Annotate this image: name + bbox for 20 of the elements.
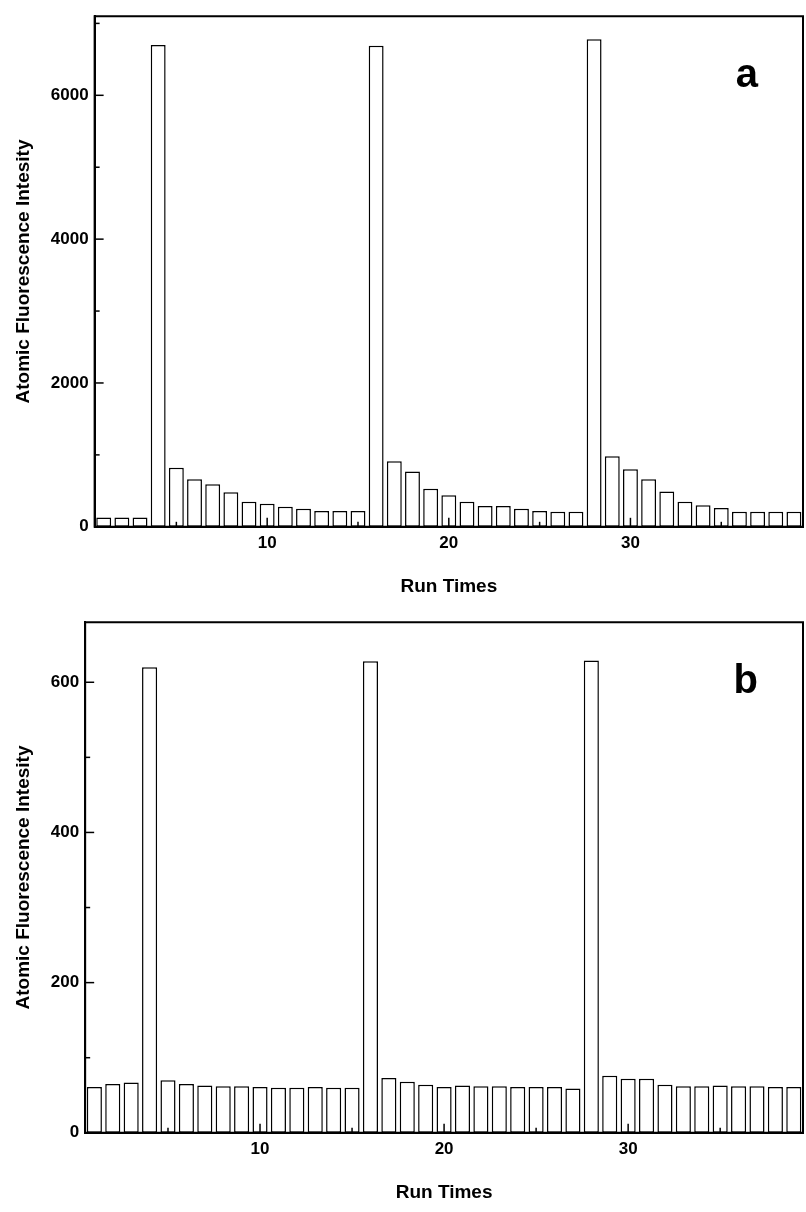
x-tick-label: 30 <box>620 532 640 552</box>
y-tick-label: 2000 <box>50 372 89 392</box>
x-tick-label: 10 <box>257 532 277 552</box>
y-tick-label: 4000 <box>50 228 89 248</box>
y-tick-label: 200 <box>50 972 80 992</box>
y-axis-title: Atomic Fluorescence Intesity <box>11 139 33 404</box>
annotation: a <box>735 51 759 96</box>
y-tick-label: 6000 <box>50 84 89 104</box>
x-tick-label: 20 <box>439 532 459 552</box>
annotation: b <box>733 657 758 702</box>
y-tick-label: 600 <box>50 671 80 691</box>
y-tick-label: 0 <box>69 1122 80 1142</box>
x-axis-title: Run Times <box>395 1180 493 1202</box>
x-axis-title: Run Times <box>400 574 498 596</box>
y-axis-title: Atomic Fluorescence Intesity <box>11 745 33 1010</box>
x-tick-label: 10 <box>250 1138 270 1158</box>
x-tick-label: 30 <box>618 1138 638 1158</box>
y-tick-label: 0 <box>79 516 89 536</box>
y-tick-label: 400 <box>50 822 80 842</box>
x-tick-label: 20 <box>434 1138 454 1158</box>
